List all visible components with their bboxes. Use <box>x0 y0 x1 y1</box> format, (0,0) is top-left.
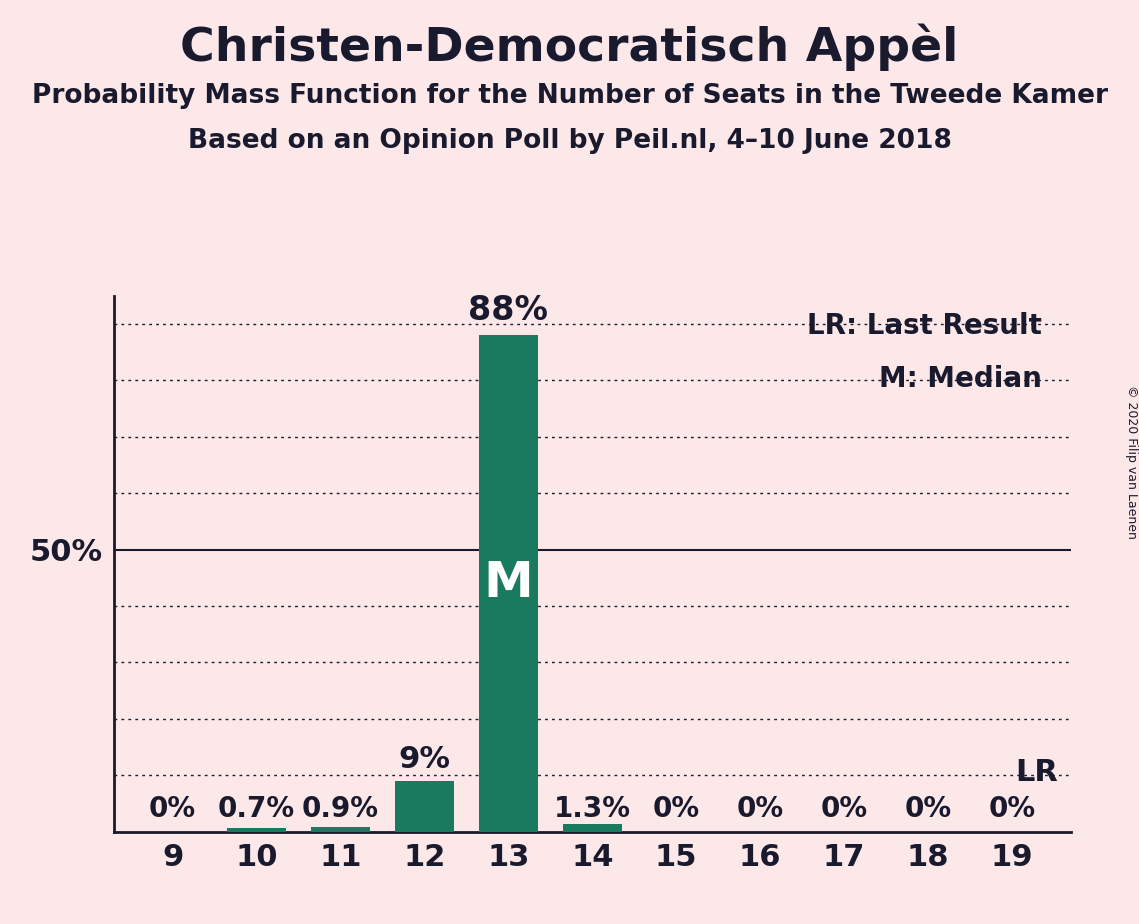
Text: 1.3%: 1.3% <box>554 796 631 823</box>
Bar <box>480 335 538 832</box>
Text: 0.7%: 0.7% <box>218 796 295 823</box>
Bar <box>395 781 453 832</box>
Bar <box>563 824 622 832</box>
Text: 9%: 9% <box>399 745 450 774</box>
Text: 0%: 0% <box>904 796 951 823</box>
Text: Based on an Opinion Poll by Peil.nl, 4–10 June 2018: Based on an Opinion Poll by Peil.nl, 4–1… <box>188 128 951 153</box>
Text: 0%: 0% <box>653 796 699 823</box>
Text: LR: Last Result: LR: Last Result <box>808 311 1042 340</box>
Bar <box>311 827 370 832</box>
Text: M: Median: M: Median <box>879 365 1042 394</box>
Text: 0.9%: 0.9% <box>302 796 379 823</box>
Text: M: M <box>483 559 533 607</box>
Text: 0%: 0% <box>820 796 868 823</box>
Text: 0%: 0% <box>149 796 196 823</box>
Text: 0%: 0% <box>989 796 1035 823</box>
Text: 0%: 0% <box>737 796 784 823</box>
Text: © 2020 Filip van Laenen: © 2020 Filip van Laenen <box>1124 385 1138 539</box>
Text: 88%: 88% <box>468 294 548 327</box>
Text: Probability Mass Function for the Number of Seats in the Tweede Kamer: Probability Mass Function for the Number… <box>32 83 1107 109</box>
Text: Christen-Democratisch Appèl: Christen-Democratisch Appèl <box>180 23 959 70</box>
Bar <box>227 828 286 832</box>
Text: LR: LR <box>1015 758 1058 787</box>
